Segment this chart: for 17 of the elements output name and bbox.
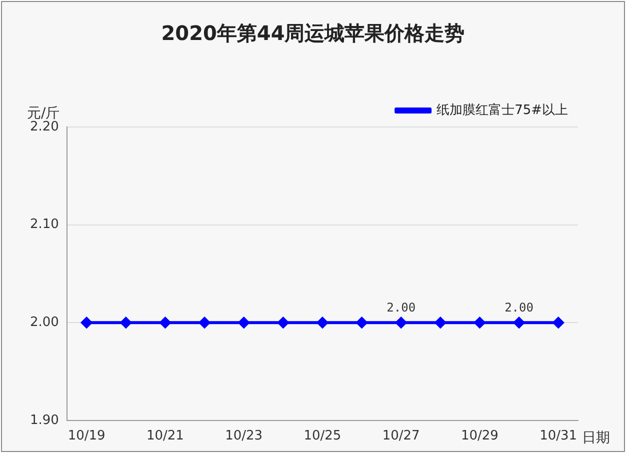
x-tick-label: 10/31: [540, 428, 578, 444]
y-axis-title: 元/斤: [26, 106, 60, 122]
y-tick-label: 2.20: [30, 119, 59, 134]
x-axis-title: 日期: [582, 430, 610, 446]
data-label: 2.00: [386, 300, 416, 315]
data-label: 2.00: [504, 300, 534, 315]
y-tick-label: 2.00: [30, 314, 59, 330]
x-tick-label: 10/21: [146, 428, 184, 444]
chart-title: 2020年第44周运城苹果价格走势: [160, 20, 466, 47]
x-tick-label: 10/29: [460, 428, 498, 444]
y-tick-label: 1.90: [30, 412, 59, 428]
legend-label: 纸加膜红富士75#以上: [436, 102, 568, 118]
y-tick-label: 2.10: [30, 217, 59, 232]
x-tick-label: 10/27: [382, 428, 420, 444]
x-tick-label: 10/19: [68, 428, 106, 444]
x-tick-label: 10/25: [304, 428, 342, 444]
x-tick-label: 10/23: [225, 428, 263, 444]
